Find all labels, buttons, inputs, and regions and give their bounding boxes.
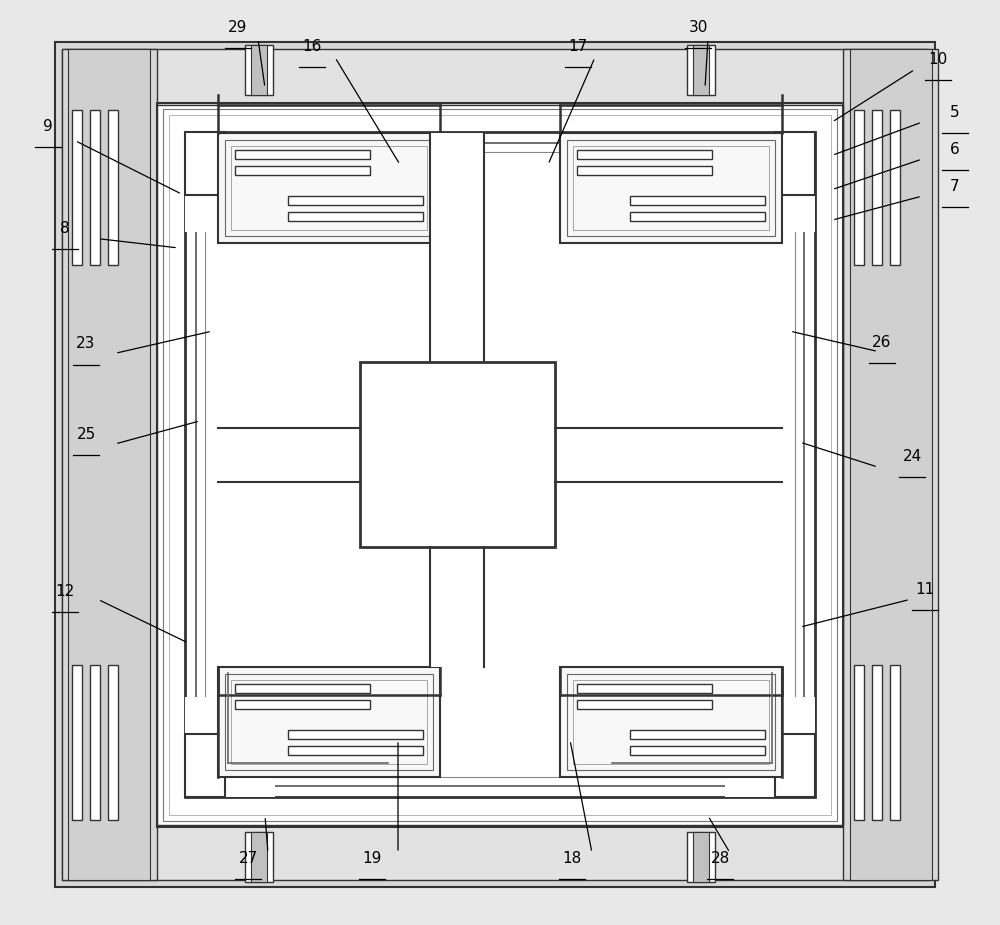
Bar <box>430 547 485 667</box>
Bar <box>185 734 225 797</box>
Bar <box>630 746 765 755</box>
Bar <box>185 132 815 797</box>
Bar <box>108 110 118 265</box>
Bar <box>430 133 485 362</box>
Bar <box>687 45 715 95</box>
Bar <box>251 45 267 95</box>
Text: 6: 6 <box>950 142 960 157</box>
Bar <box>68 49 150 880</box>
Bar <box>108 665 118 820</box>
Bar <box>288 730 423 739</box>
Bar <box>693 832 709 882</box>
Text: 17: 17 <box>568 39 588 54</box>
Bar <box>725 697 815 797</box>
Bar <box>630 196 765 205</box>
Bar <box>630 212 765 221</box>
Text: 8: 8 <box>60 221 70 236</box>
Bar <box>693 45 709 95</box>
Bar <box>555 427 782 482</box>
Bar <box>196 143 804 786</box>
Bar <box>567 674 775 770</box>
Bar <box>72 665 82 820</box>
Text: 10: 10 <box>928 52 948 67</box>
Text: 16: 16 <box>302 39 322 54</box>
Bar <box>288 196 423 205</box>
Bar <box>55 42 935 887</box>
Bar <box>225 674 433 770</box>
Bar <box>62 49 928 880</box>
Bar <box>555 427 782 482</box>
Bar <box>251 832 267 882</box>
Text: 23: 23 <box>76 337 96 352</box>
Bar <box>218 427 360 482</box>
Bar <box>850 49 932 880</box>
Bar <box>205 152 795 777</box>
Bar <box>775 734 815 797</box>
Bar <box>854 665 864 820</box>
Bar <box>225 140 433 236</box>
Bar <box>218 133 440 243</box>
Bar <box>577 684 712 693</box>
Bar <box>854 110 864 265</box>
Bar <box>163 109 837 821</box>
Bar <box>157 103 843 827</box>
Text: 27: 27 <box>238 851 258 866</box>
Text: 19: 19 <box>362 851 382 866</box>
Bar <box>185 697 275 797</box>
Bar <box>577 166 712 175</box>
Bar <box>231 146 427 230</box>
Bar <box>62 49 157 880</box>
Bar <box>288 212 423 221</box>
Bar <box>90 110 100 265</box>
Text: 11: 11 <box>915 582 935 597</box>
Bar <box>288 746 423 755</box>
Text: 24: 24 <box>902 450 922 464</box>
Bar <box>573 146 769 230</box>
Bar <box>235 700 370 709</box>
Bar <box>573 680 769 764</box>
Bar <box>430 133 485 362</box>
Bar <box>90 665 100 820</box>
Text: 7: 7 <box>950 179 960 194</box>
Text: 9: 9 <box>43 119 53 134</box>
Bar <box>169 115 831 815</box>
Text: 29: 29 <box>228 20 248 35</box>
Bar <box>218 427 360 482</box>
Bar <box>872 110 882 265</box>
Bar <box>185 132 275 232</box>
Bar <box>231 680 427 764</box>
Bar <box>890 665 900 820</box>
Text: 25: 25 <box>76 427 96 442</box>
Bar <box>630 730 765 739</box>
Bar <box>235 166 370 175</box>
Bar <box>157 105 843 825</box>
Bar <box>560 667 782 777</box>
Bar <box>235 150 370 159</box>
Bar <box>560 133 782 243</box>
Bar <box>687 832 715 882</box>
Bar <box>577 150 712 159</box>
Text: 12: 12 <box>55 585 75 599</box>
Text: 5: 5 <box>950 105 960 120</box>
Bar <box>430 547 485 667</box>
Bar <box>890 110 900 265</box>
Text: 30: 30 <box>688 20 708 35</box>
Text: 18: 18 <box>562 851 582 866</box>
Bar <box>725 132 815 232</box>
Bar <box>245 45 273 95</box>
Bar <box>843 49 938 880</box>
Bar <box>185 132 225 195</box>
Bar <box>577 700 712 709</box>
Bar <box>245 832 273 882</box>
Bar <box>218 667 440 777</box>
Bar <box>235 684 370 693</box>
Bar <box>775 132 815 195</box>
Text: 28: 28 <box>710 851 730 866</box>
Text: 26: 26 <box>872 335 892 350</box>
Bar <box>567 140 775 236</box>
Bar <box>72 110 82 265</box>
Bar <box>360 362 555 547</box>
Bar <box>872 665 882 820</box>
